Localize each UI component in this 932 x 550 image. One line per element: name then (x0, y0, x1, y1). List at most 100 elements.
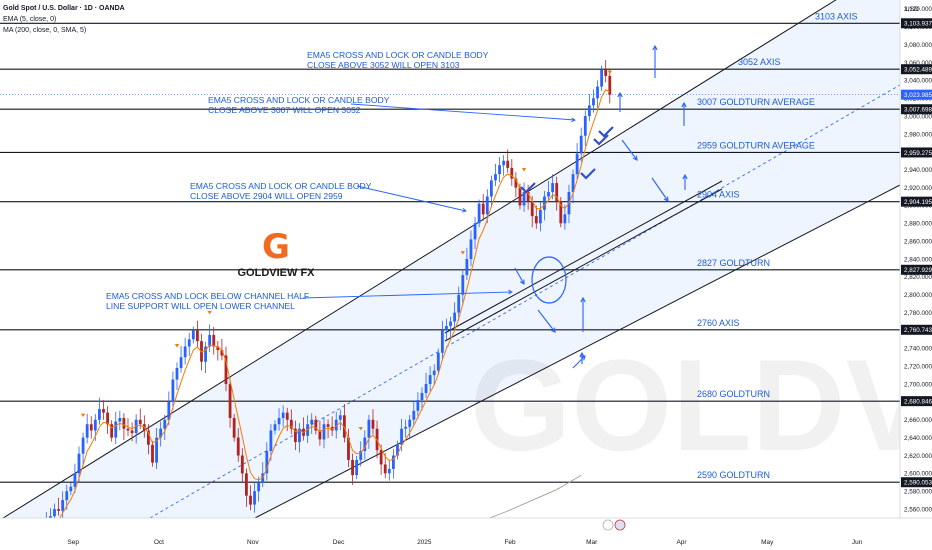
signal-marker (358, 427, 363, 431)
candle-body (98, 409, 101, 420)
candle-body (469, 239, 473, 259)
price-tick-label: 2,880.000 (904, 221, 932, 228)
candle-body (281, 412, 285, 418)
inner-trend-line-upper (444, 180, 723, 334)
candle-body (404, 426, 408, 429)
candle-body (171, 379, 175, 402)
candle-body (196, 330, 199, 342)
candle-body (342, 415, 346, 438)
time-tick-label: Dec (333, 539, 345, 546)
candles-layer (33, 60, 612, 550)
level-label: 3007 GOLDTURN AVERAGE (697, 97, 815, 107)
candle-body (65, 491, 69, 501)
candle-body (57, 509, 60, 511)
candle-body (249, 495, 252, 505)
candle-body (151, 444, 154, 463)
candle-body (130, 430, 134, 434)
candle-body (187, 339, 191, 347)
level-label: 2959 GOLDTURN AVERAGE (697, 140, 815, 150)
candle-body (191, 330, 195, 340)
level-label: 2904 AXIS (697, 190, 740, 200)
projection-arrow (537, 309, 556, 333)
candle-body (85, 424, 89, 438)
chart-legend: Gold Spot / U.S. Dollar · 1D · OANDA EMA… (3, 3, 125, 36)
candle-body (424, 384, 428, 393)
projection-arrow-head (663, 196, 669, 202)
candle-body (428, 375, 432, 385)
price-tick-label: 2,620.000 (904, 453, 932, 460)
level-label: 3052 AXIS (738, 57, 781, 67)
annotation-pointer-head (462, 208, 467, 213)
candle-body (359, 451, 363, 460)
projection-arrow-head (550, 327, 556, 333)
annotation-pointer (302, 291, 513, 299)
candle-body (547, 192, 550, 197)
candle-body (253, 491, 256, 505)
price-tick-label: 2,780.000 (904, 310, 932, 317)
level-label: 2827 GOLDTURN (697, 258, 770, 268)
candle-body (571, 174, 575, 193)
projection-arrow-head (652, 44, 658, 51)
candle-body (204, 346, 207, 362)
candle-body (89, 424, 93, 431)
price-tick-label: 2,720.000 (904, 363, 932, 370)
goldview-logo: G GOLDVIEW FX (238, 227, 316, 279)
candle-body (236, 437, 240, 456)
candle-body (179, 357, 183, 368)
ema-indicator-label[interactable]: EMA (5, close, 0) (3, 16, 57, 23)
candle-body (481, 203, 485, 215)
us-flag-icon[interactable] (614, 519, 626, 531)
level-price-tag-text: 2,959.275 (904, 150, 932, 157)
candle-body (457, 294, 461, 313)
candle-body (355, 459, 359, 476)
annotation-text: EMA5 CROSS AND LOCK BELOW CHANNEL HALF (106, 291, 309, 301)
time-tick-label: Nov (247, 539, 259, 546)
level-price-tag-text: 3,103.937 (904, 21, 932, 28)
annotation-text: EMA5 CROSS AND LOCK OR CANDLE BODY (190, 181, 372, 191)
price-tick-label: 2,860.000 (904, 238, 932, 245)
price-tick-label: 3,080.000 (904, 42, 932, 49)
candle-body (53, 509, 56, 517)
annotation-text: EMA5 CROSS AND LOCK OR CANDLE BODY (307, 50, 489, 60)
candle-body (285, 412, 289, 420)
signal-marker (607, 70, 612, 75)
logo-letter: G (262, 227, 290, 267)
candle-body (122, 417, 126, 429)
candle-body (110, 424, 114, 438)
level-price-tag (901, 264, 932, 275)
candle-body (559, 200, 563, 224)
candle-body (310, 419, 314, 425)
candle-body (77, 453, 81, 474)
checkmark-icon (580, 168, 596, 180)
candle-body (228, 384, 232, 418)
ema5-line (40, 89, 610, 550)
candle-body (265, 451, 269, 474)
channel-upper-line (0, 0, 837, 521)
projection-arrow (572, 355, 586, 369)
annotation-pointer (350, 103, 576, 121)
price-tick-label: 2,820.000 (904, 274, 932, 281)
candle-body (147, 430, 150, 445)
level-price-tag-text: 2,680.846 (904, 398, 932, 405)
price-tick-label: 2,940.000 (904, 167, 932, 174)
candle-body (445, 325, 448, 331)
time-tick-label: Jun (852, 539, 863, 546)
time-axis: SepOctNovDec2025FebMarAprMayJunJul (0, 517, 932, 550)
candle-body (551, 183, 555, 193)
candle-body (322, 424, 326, 440)
symbol-title[interactable]: Gold Spot / U.S. Dollar · 1D · OANDA (3, 5, 125, 12)
price-tick-label: 2,800.000 (904, 292, 932, 299)
checkmark-icon (520, 182, 536, 194)
price-tick-label: 2,840.000 (904, 256, 932, 263)
ma-indicator-label[interactable]: MA (200, close, 0, SMA, 5) (3, 27, 87, 34)
price-tick-label: 2,700.000 (904, 381, 932, 388)
projection-arrow (651, 177, 669, 202)
price-tick-label: 2,740.000 (904, 346, 932, 353)
price-tick-label: 2,560.000 (904, 506, 932, 513)
candle-body (347, 437, 350, 460)
candle-body (118, 417, 122, 422)
earnings-icon[interactable] (602, 519, 614, 531)
candle-body (449, 321, 452, 326)
time-tick-label: May (761, 539, 774, 546)
